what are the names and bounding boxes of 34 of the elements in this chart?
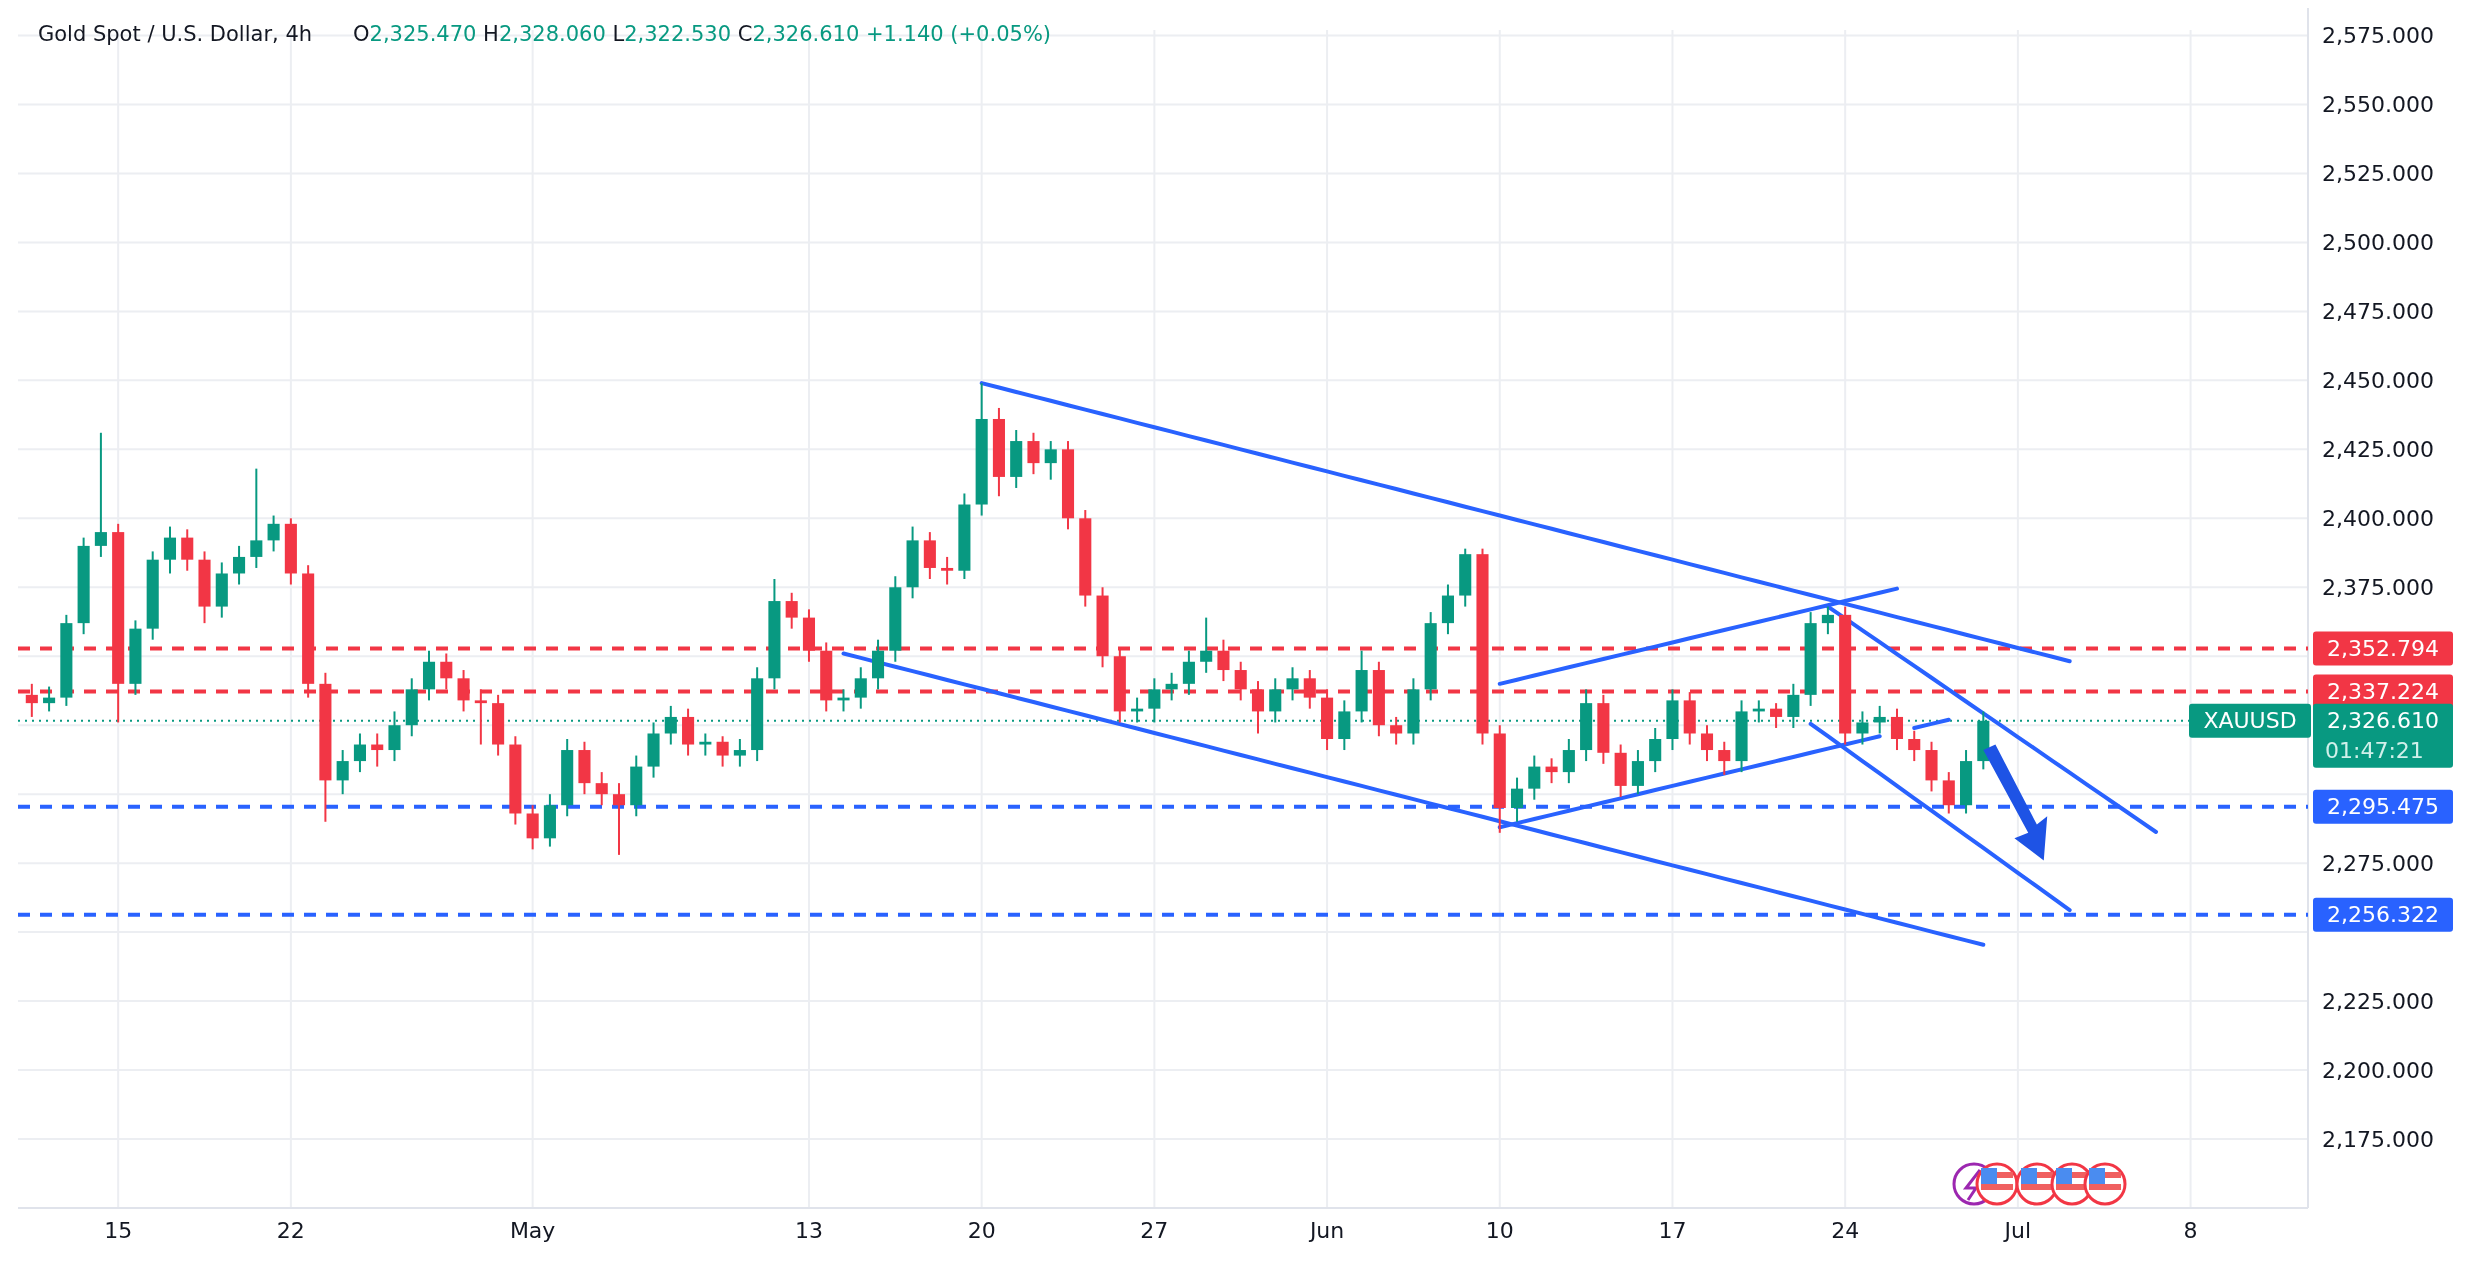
y-tick-label: 2,450.000	[2322, 368, 2434, 394]
x-tick-label: May	[509, 1218, 556, 1243]
y-tick-label: 2,400.000	[2322, 506, 2434, 531]
ref-line-label: 2,352.794	[2327, 636, 2439, 662]
chart-subtitle: O2,325.470 H2,328.060 L2,322.530 C2,326.610 +1.140 (+0.05%)	[353, 22, 1052, 46]
x-tick-label: 17	[1658, 1218, 1687, 1243]
x-tick-label: 24	[1831, 1218, 1860, 1243]
x-tick-label: 15	[104, 1218, 133, 1243]
chart-title: Gold Spot / U.S. Dollar, 4h	[38, 22, 313, 46]
x-tick-label: 8	[2183, 1218, 2198, 1243]
annotation: XAUUSD	[2203, 708, 2297, 734]
x-tick-label: 13	[794, 1218, 823, 1243]
x-tick-label: Jun	[1307, 1218, 1345, 1243]
x-tick-label: 27	[1140, 1218, 1169, 1243]
y-tick-label: 2,425.000	[2322, 437, 2434, 463]
y-tick-label: 2,175.000	[2322, 1126, 2434, 1152]
y-tick-label: 2,225.000	[2322, 988, 2434, 1014]
ref-line-label: 2,256.322	[2327, 902, 2439, 928]
y-tick-label: 2,375.000	[2322, 574, 2434, 600]
ref-line-label: 2,295.475	[2327, 794, 2439, 820]
y-tick-label: 2,200.000	[2322, 1057, 2434, 1083]
ref-line-label: 2,337.224	[2327, 679, 2439, 705]
y-tick-label: 2,525.000	[2322, 161, 2434, 187]
ref-line-label: 2,326.610	[2327, 708, 2439, 734]
y-tick-label: 2,275.000	[2322, 850, 2434, 876]
x-tick-label: 10	[1485, 1218, 1514, 1243]
y-tick-label: 2,575.000	[2322, 23, 2434, 49]
y-tick-label: 2,475.000	[2322, 299, 2434, 325]
x-tick-label: 20	[967, 1218, 996, 1243]
text: 01:47:21	[2325, 738, 2424, 764]
x-tick-label: 22	[276, 1218, 305, 1243]
y-tick-label: 2,500.000	[2322, 230, 2434, 256]
y-tick-label: 2,550.000	[2322, 92, 2434, 118]
x-tick-label: Jul	[2002, 1218, 2032, 1243]
